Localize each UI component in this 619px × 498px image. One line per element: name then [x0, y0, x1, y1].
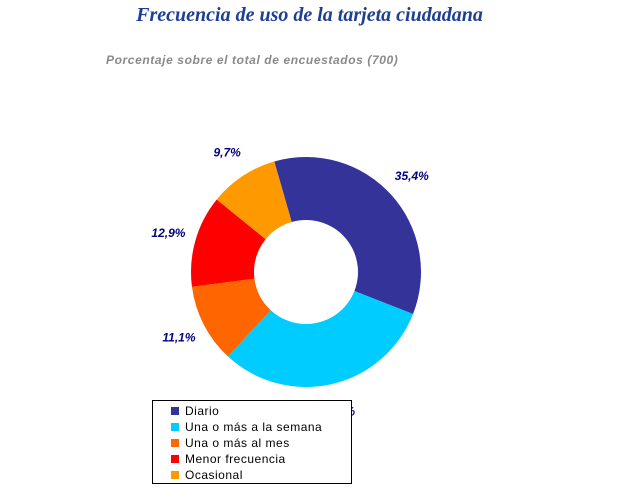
legend-item: Ocasional — [171, 467, 351, 483]
chart-title: Frecuencia de uso de la tarjeta ciudadan… — [136, 4, 483, 26]
legend-swatch — [171, 471, 179, 479]
data-label: 12,9% — [151, 226, 185, 240]
legend-swatch — [171, 439, 179, 447]
legend-label: Una o más a la semana — [185, 420, 323, 434]
chart-subtitle: Porcentaje sobre el total de encuestados… — [106, 53, 399, 67]
slice-una-o-más-a-la-semana — [228, 291, 414, 387]
data-label: 11,1% — [162, 331, 195, 345]
legend-item: Diario — [171, 403, 351, 419]
chart-legend: Diario Una o más a la semana Una o más al … — [152, 400, 352, 484]
slice-menor-frecuencia — [191, 199, 266, 287]
legend-label: Menor frecuencia — [185, 452, 286, 466]
data-label: 35,4% — [395, 169, 429, 183]
legend-swatch — [171, 423, 179, 431]
slice-una-o-más-al-mes — [191, 278, 271, 357]
legend-label: Una o más al mes — [185, 436, 290, 450]
legend-swatch — [171, 455, 179, 463]
legend-label: Diario — [185, 404, 220, 418]
slice-diario — [274, 157, 421, 315]
legend-item: Una o más al mes — [171, 435, 351, 451]
slice-ocasional — [216, 161, 292, 240]
legend-swatch — [171, 407, 179, 415]
data-label: 9,7% — [213, 146, 241, 160]
legend-item: Menor frecuencia — [171, 451, 351, 467]
legend-item: Una o más a la semana — [171, 419, 351, 435]
legend-label: Ocasional — [185, 468, 243, 482]
